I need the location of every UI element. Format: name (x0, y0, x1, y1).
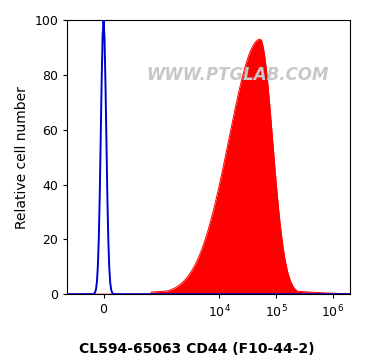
Text: CL594-65063 CD44 (F10-44-2): CL594-65063 CD44 (F10-44-2) (79, 342, 315, 356)
Y-axis label: Relative cell number: Relative cell number (15, 86, 29, 229)
Text: WWW.PTGLAB.COM: WWW.PTGLAB.COM (146, 66, 328, 84)
